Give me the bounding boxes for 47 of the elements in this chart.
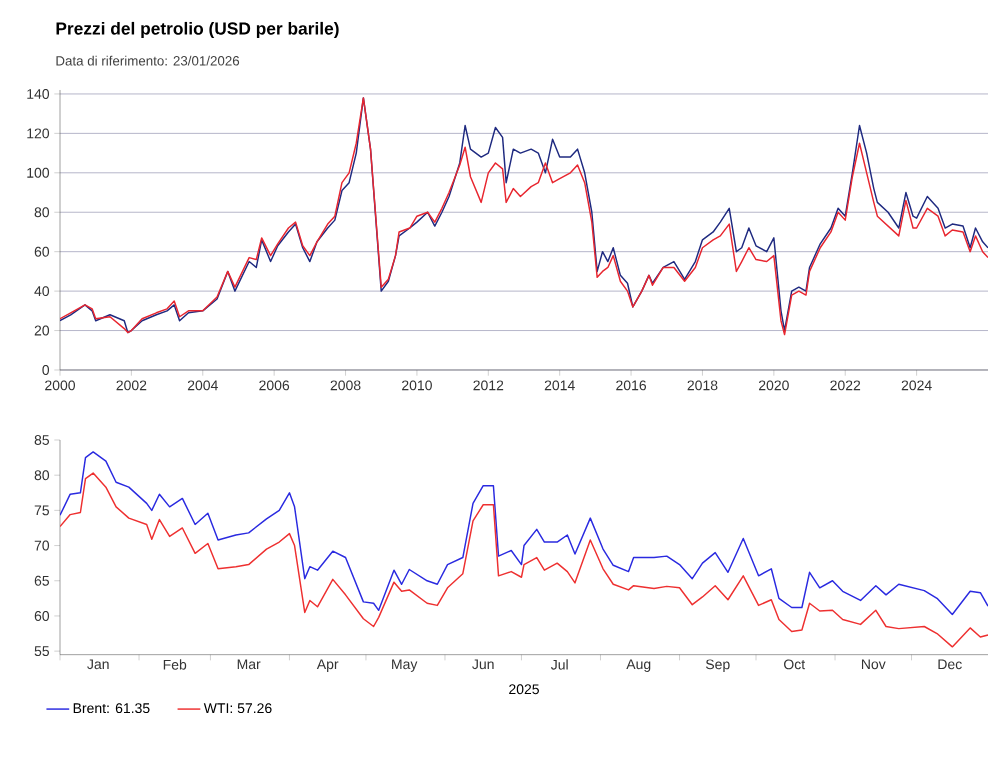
x-tick-label: 2022 xyxy=(830,380,861,391)
y-tick-label: 55 xyxy=(34,646,50,657)
x-tick-label: 2002 xyxy=(116,380,147,391)
legend-label: WTI: 57.26 xyxy=(203,703,272,714)
chart-title: Prezzi del petrolio (USD per barile) xyxy=(56,21,339,39)
x-tick-label: 2000 xyxy=(45,380,76,391)
y-tick-label: 80 xyxy=(34,470,50,481)
y-tick-label: 120 xyxy=(27,128,50,139)
line-series xyxy=(60,472,989,648)
x-tick-label: Jan xyxy=(87,659,109,670)
x-tick-label: 2016 xyxy=(616,380,647,391)
y-tick-label: 80 xyxy=(34,207,50,218)
y-tick-label: 0 xyxy=(42,365,50,375)
chart-subtitle: Data di riferimento: 23/01/2026 xyxy=(56,55,240,66)
y-tick-label: 140 xyxy=(27,88,50,99)
x-tick-label: Nov xyxy=(861,659,886,670)
x-tick-label: 2014 xyxy=(544,380,575,391)
x-tick-label: Apr xyxy=(316,659,339,672)
y-tick-label: 20 xyxy=(34,325,50,336)
x-tick-label: 2006 xyxy=(259,380,290,391)
x-axis-title: 2025 xyxy=(509,684,539,695)
y-tick-label: 40 xyxy=(34,286,50,297)
x-tick-label: 2010 xyxy=(402,380,432,391)
x-tick-label: 2008 xyxy=(330,380,361,391)
x-tick-label: 2004 xyxy=(187,380,218,391)
line-series xyxy=(60,451,989,616)
x-tick-label: Oct xyxy=(784,659,806,670)
x-tick-label: Feb xyxy=(163,659,187,670)
y-tick-label: 60 xyxy=(34,246,50,257)
x-tick-label: Jul xyxy=(550,659,568,670)
y-tick-label: 70 xyxy=(34,540,50,551)
x-tick-label: Jun xyxy=(472,659,494,670)
y-tick-label: 65 xyxy=(34,575,50,586)
x-tick-label: 2012 xyxy=(473,380,504,391)
x-tick-label: 2018 xyxy=(687,380,718,391)
y-tick-label: 100 xyxy=(27,167,50,178)
y-tick-label: 75 xyxy=(34,505,50,516)
y-tick-label: 60 xyxy=(34,611,50,621)
x-tick-label: 2024 xyxy=(901,380,932,391)
x-tick-label: Aug xyxy=(626,659,651,672)
legend-label: Brent: 61.35 xyxy=(73,703,150,714)
x-tick-label: May xyxy=(392,659,418,672)
x-tick-label: Sep xyxy=(705,659,730,673)
x-tick-label: Mar xyxy=(237,659,261,670)
x-tick-label: 2020 xyxy=(758,380,789,391)
y-tick-label: 85 xyxy=(34,435,50,445)
x-tick-label: Dec xyxy=(938,659,962,670)
